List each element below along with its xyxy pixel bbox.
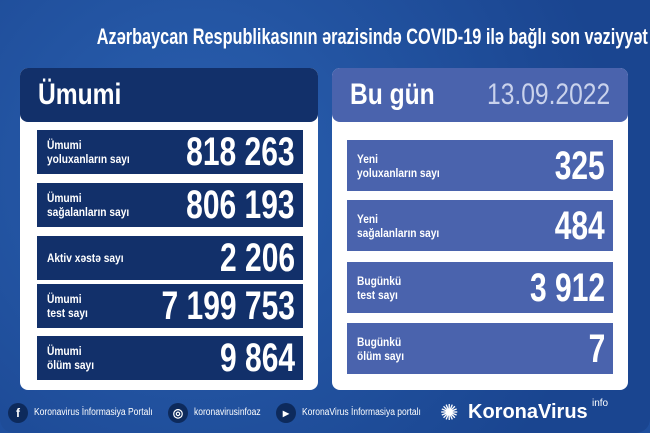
stat-value: 3 912	[529, 265, 605, 310]
instagram-link[interactable]: ◎ koronavirusinfoaz	[168, 403, 268, 423]
stat-value: 484	[554, 203, 605, 248]
stat-value: 325	[554, 143, 605, 188]
stat-row: Ümumi yoluxanların sayı 818 263	[37, 130, 303, 174]
stat-row: Yeni yoluxanların sayı 325	[347, 140, 613, 191]
stat-row: Aktiv xəstə sayı 2 206	[37, 236, 303, 280]
instagram-label: koronavirusinfoaz	[194, 407, 261, 418]
report-date: 13.09.2022	[486, 78, 610, 111]
stat-value: 7 199 753	[161, 284, 295, 328]
stat-label: Aktiv xəstə sayı	[47, 251, 124, 265]
stat-row: Ümumi sağalanların sayı 806 193	[37, 183, 303, 227]
stat-value: 9 864	[219, 336, 295, 380]
stat-label: Ümumi ölüm sayı	[47, 344, 95, 372]
youtube-icon: ▶	[276, 403, 296, 423]
page-title: Azərbaycan Respublikasının ərazisində CO…	[96, 24, 648, 49]
stat-label: Yeni yoluxanların sayı	[357, 151, 440, 180]
stat-label: Bugünkü ölüm sayı	[357, 334, 405, 363]
stat-value: 2 206	[219, 236, 295, 280]
stat-value: 806 193	[186, 183, 295, 227]
youtube-label: KoronaVirus İnformasiya portalı	[302, 407, 421, 418]
facebook-label: Koronavirus İnformasiya Portalı	[34, 407, 153, 418]
total-panel: Ümumi Ümumi yoluxanların sayı 818 263 Ümu…	[20, 68, 318, 390]
today-heading: Bu gün	[350, 78, 435, 111]
stat-value: 818 263	[186, 130, 295, 174]
footer: f Koronavirus İnformasiya Portalı ◎ korona…	[0, 398, 650, 428]
stat-row: Bugünkü ölüm sayı 7	[347, 323, 613, 374]
virus-logo-icon: ✺	[440, 400, 459, 425]
brand-sup: info	[592, 398, 609, 409]
total-heading: Ümumi	[38, 78, 122, 111]
page-title-wrap: Azərbaycan Respublikasının ərazisində CO…	[0, 24, 650, 50]
stat-row: Bugünkü test sayı 3 912	[347, 262, 613, 313]
stat-label: Ümumi yoluxanların sayı	[47, 138, 130, 166]
today-panel: Bu gün 13.09.2022 Yeni yoluxanların sayı 3…	[332, 68, 628, 390]
stat-row: Ümumi ölüm sayı 9 864	[37, 336, 303, 380]
stat-label: Bugünkü test sayı	[357, 273, 402, 302]
facebook-icon: f	[8, 403, 28, 423]
stat-label: Yeni sağalanların sayı	[357, 211, 440, 240]
brand-name: KoronaVirus	[468, 401, 588, 423]
stat-row: Ümumi test sayı 7 199 753	[37, 284, 303, 328]
stat-label: Ümumi sağalanların sayı	[47, 191, 130, 219]
total-header: Ümumi	[20, 68, 318, 122]
stat-value: 7	[588, 326, 605, 371]
stat-label: Ümumi test sayı	[47, 292, 88, 320]
instagram-icon: ◎	[168, 403, 188, 423]
today-header: Bu gün 13.09.2022	[332, 68, 628, 122]
stat-row: Yeni sağalanların sayı 484	[347, 200, 613, 251]
youtube-link[interactable]: ▶ KoronaVirus İnformasiya portalı	[276, 403, 431, 423]
facebook-link[interactable]: f Koronavirus İnformasiya Portalı	[8, 403, 163, 423]
